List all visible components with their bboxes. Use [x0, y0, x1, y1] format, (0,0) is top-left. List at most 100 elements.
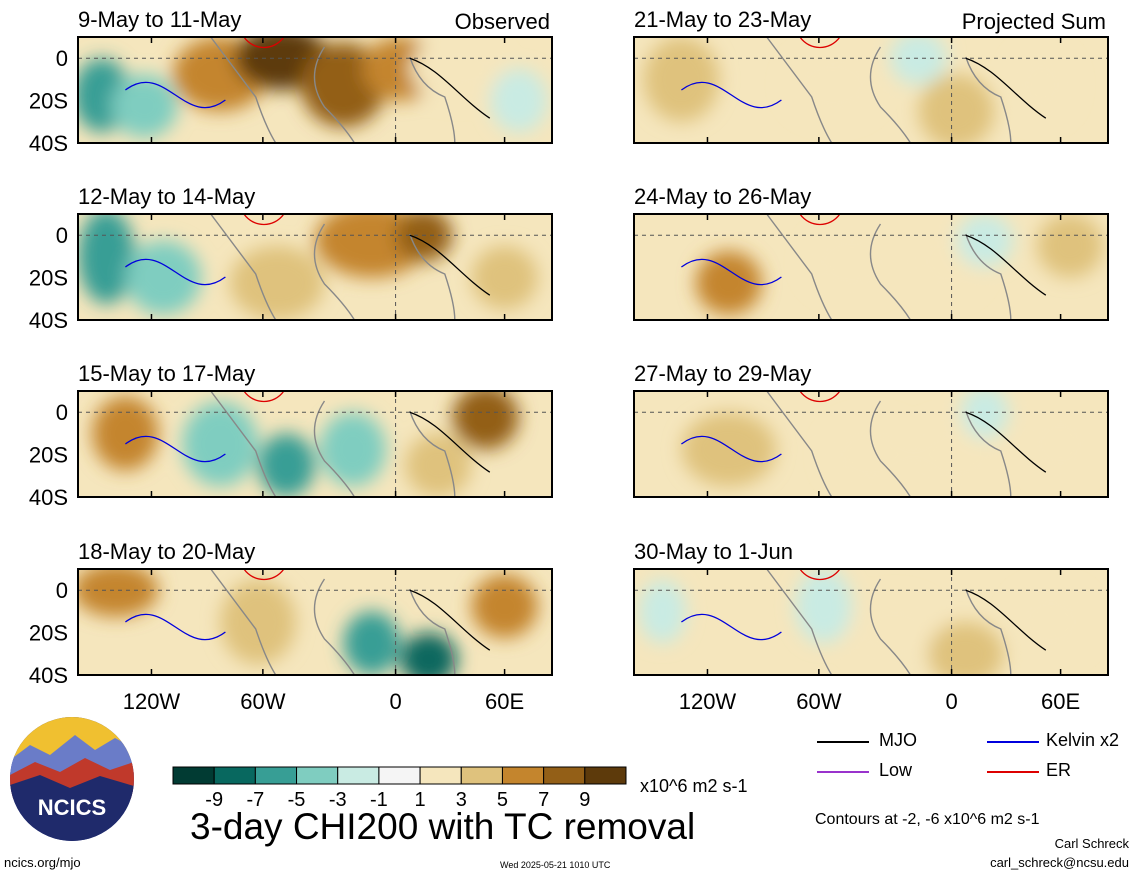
panel-projected-3 [634, 569, 1108, 675]
anomaly-region [918, 74, 995, 143]
coastline [210, 214, 456, 320]
panel-period-title: 21-May to 23-May [634, 7, 811, 32]
colorbar-tick-label: 1 [415, 789, 426, 811]
panel-frame [633, 568, 1109, 676]
anomaly-region [125, 240, 202, 315]
anomaly-region [409, 37, 505, 101]
kelvin-contour [681, 435, 782, 463]
colorbar-tick-label: 5 [497, 789, 508, 811]
panel-period-title: 24-May to 26-May [634, 184, 811, 209]
colorbar-tick-label: 3 [456, 789, 467, 811]
anomaly-region [804, 224, 900, 299]
y-tick-label: 0 [56, 46, 68, 71]
anomaly-region [785, 47, 881, 122]
er-contour [799, 214, 841, 226]
panel-frame [633, 390, 1109, 498]
anomaly-region [471, 574, 538, 638]
colorbar-tick-label: -5 [288, 789, 306, 811]
kelvin-contour [681, 81, 782, 109]
site-link[interactable]: ncics.org/mjo [4, 855, 81, 870]
mjo-contour [409, 589, 491, 651]
panel-period-title: 27-May to 29-May [634, 361, 811, 386]
panel-observed-2 [78, 391, 552, 497]
x-tick-label: 60W [240, 689, 285, 714]
kelvin-contour [681, 613, 782, 641]
coastline [210, 391, 456, 497]
er-contour [243, 37, 285, 49]
colorbar-units: x10^6 m2 s-1 [640, 776, 748, 796]
colorbar-swatch [419, 766, 462, 785]
er-contour [243, 569, 285, 581]
y-tick-label: 40S [29, 308, 68, 333]
panel-projected-2 [634, 391, 1108, 497]
colorbar-swatch [296, 766, 339, 785]
y-tick-label: 0 [56, 400, 68, 425]
column-title: Projected Sum [962, 9, 1106, 34]
x-tick-label: 60E [485, 689, 524, 714]
mjo-contour [965, 57, 1047, 119]
er-contour [799, 569, 841, 581]
panel-observed-0 [78, 37, 552, 143]
y-tick-label: 40S [29, 663, 68, 688]
legend-label-kelvin: Kelvin x2 [1046, 730, 1120, 750]
anomaly-region [258, 433, 315, 497]
panel-period-title: 12-May to 14-May [78, 184, 255, 209]
y-tick-label: 0 [56, 578, 68, 603]
kelvin-contour [125, 435, 226, 463]
anomaly-region [490, 68, 548, 133]
colorbar: -9 -7 -5 -3 -1 1 3 5 7 9 [172, 766, 627, 811]
kelvin-contour [125, 613, 226, 641]
colorbar-tick-label: 9 [579, 789, 590, 811]
x-tick-label: 0 [945, 689, 957, 714]
x-tick-label: 60E [1041, 689, 1080, 714]
er-contour [243, 214, 285, 226]
chart-title: 3-day CHI200 with TC removal [190, 806, 696, 847]
panel-frame [77, 36, 553, 144]
colorbar-tick-label: -1 [370, 789, 388, 811]
mjo-contour [965, 589, 1047, 651]
colorbar-swatch [584, 766, 627, 785]
er-contour [799, 391, 841, 403]
er-contour [243, 391, 285, 403]
y-tick-label: 0 [56, 223, 68, 248]
author: Carl Schreck [1054, 836, 1129, 851]
colorbar-swatch [337, 766, 380, 785]
anomaly-region [961, 391, 1009, 439]
panel-frame [633, 36, 1109, 144]
anomaly-region [956, 214, 1014, 267]
anomaly-region [319, 412, 387, 487]
anomaly-region [111, 74, 178, 138]
panel-period-title: 15-May to 17-May [78, 361, 255, 386]
anomaly-region [927, 622, 1004, 675]
anomaly-region [1008, 584, 1094, 660]
anomaly-region [823, 417, 919, 492]
anomaly-region [1036, 214, 1104, 278]
colorbar-swatch [543, 766, 586, 785]
author-email[interactable]: carl_schreck@ncsu.edu [990, 855, 1129, 870]
colorbar-swatch [460, 766, 503, 785]
panel-frame [77, 213, 553, 321]
legend-label-er: ER [1046, 760, 1072, 780]
mjo-contour [409, 234, 491, 296]
anomaly-region [1008, 47, 1075, 122]
timestamp: Wed 2025-05-21 1010 UTC [500, 860, 611, 870]
mjo-contour [409, 57, 491, 119]
anomaly-region [78, 214, 135, 305]
mjo-contour [965, 411, 1047, 473]
anomaly-region [847, 595, 943, 670]
anomaly-region [889, 37, 947, 85]
y-tick-label: 40S [29, 485, 68, 510]
er-contour [799, 37, 841, 49]
anomaly-region [452, 391, 519, 450]
anomaly-region [395, 214, 453, 262]
mjo-contour [965, 234, 1047, 296]
panel-period-title: 9-May to 11-May [78, 7, 241, 32]
column-title: Observed [455, 9, 550, 34]
panel-observed-3 [78, 569, 552, 675]
colorbar-tick-label: -3 [329, 789, 347, 811]
x-tick-label: 120W [679, 689, 737, 714]
y-tick-label: 20S [29, 266, 68, 291]
colorbar-swatch [378, 766, 421, 785]
coastline [766, 214, 1012, 320]
